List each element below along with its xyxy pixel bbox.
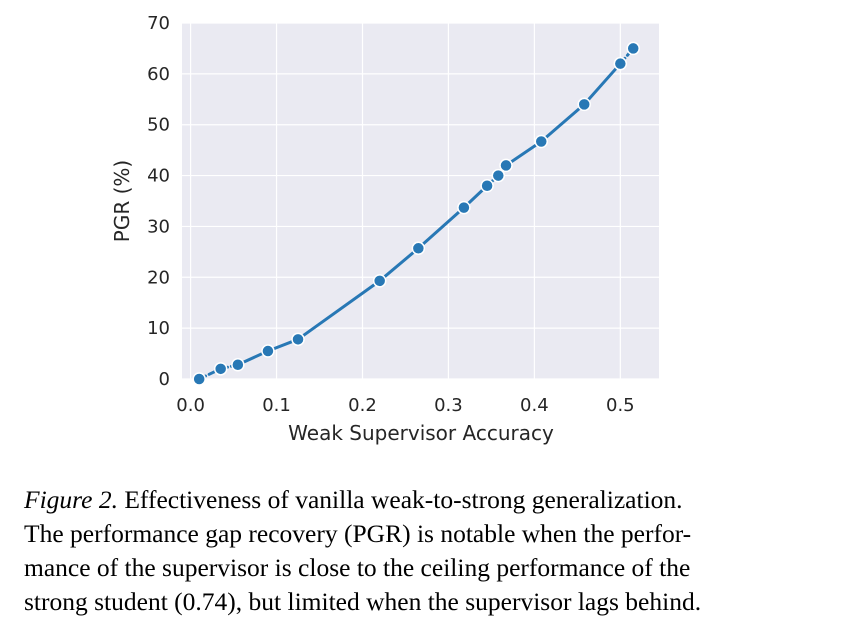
data-point: [231, 358, 245, 372]
y-tick-label: 50: [147, 115, 170, 136]
y-tick-labels: 0 10 20 30 40 50 60 70: [147, 13, 170, 390]
y-tick-label: 10: [147, 318, 170, 339]
data-point: [372, 274, 387, 288]
series-line-segment: [378, 246, 420, 283]
x-tick-labels: 0.0 0.1 0.2 0.3 0.4 0.5: [176, 395, 634, 416]
caption-label: Figure 2.: [24, 485, 118, 514]
x-axis-label: Weak Supervisor Accuracy: [288, 421, 554, 445]
x-tick-label: 0.5: [606, 395, 635, 416]
y-tick-label: 30: [147, 216, 170, 237]
data-point: [480, 178, 494, 193]
data-point: [534, 134, 549, 149]
data-point: [291, 332, 305, 347]
caption-text-1: Effectiveness of vanilla weak-to-strong …: [124, 485, 683, 514]
line-chart: 0.0 0.1 0.2 0.3 0.4 0.5 0 10 20 30 40 50 60 70 Weak …: [110, 13, 659, 445]
y-tick-label: 60: [147, 64, 170, 85]
caption-line-4: strong student (0.74), but limited when …: [24, 587, 702, 616]
data-point: [213, 362, 228, 376]
y-axis-label: PGR (%): [110, 160, 134, 242]
y-tick-label: 20: [147, 267, 170, 288]
data-point: [577, 97, 591, 112]
x-tick-label: 0.1: [262, 395, 291, 416]
series-line-segment: [296, 279, 382, 341]
data-point: [613, 56, 628, 71]
data-point: [499, 158, 513, 173]
grid-lines: [182, 22, 659, 380]
caption-line-1: Figure 2. Effectiveness of vanilla weak-…: [24, 483, 824, 517]
x-tick-label: 0.3: [434, 395, 463, 416]
x-tick-label: 0.2: [348, 395, 377, 416]
series-line-segment: [582, 62, 622, 106]
y-tick-label: 70: [147, 13, 170, 34]
figure-caption: Figure 2. Effectiveness of vanilla weak-…: [24, 483, 824, 619]
plot-background: [182, 23, 659, 379]
series-line-segment: [504, 139, 543, 167]
x-tick-label: 0.4: [520, 395, 549, 416]
y-tick-label: 40: [147, 166, 170, 187]
data-point: [192, 372, 206, 386]
caption-line-3: mance of the supervisor is close to the …: [24, 553, 691, 582]
series-group: [192, 41, 640, 386]
x-tick-label: 0.0: [176, 395, 205, 416]
caption-line-2: The performance gap recovery (PGR) is no…: [24, 519, 692, 548]
series-line-segment: [539, 102, 586, 143]
data-point: [626, 41, 640, 56]
data-point: [491, 168, 506, 183]
y-tick-label: 0: [159, 369, 170, 390]
data-point: [261, 344, 275, 358]
series-line-segment: [416, 206, 466, 250]
data-point: [457, 200, 471, 215]
data-point: [411, 241, 426, 256]
